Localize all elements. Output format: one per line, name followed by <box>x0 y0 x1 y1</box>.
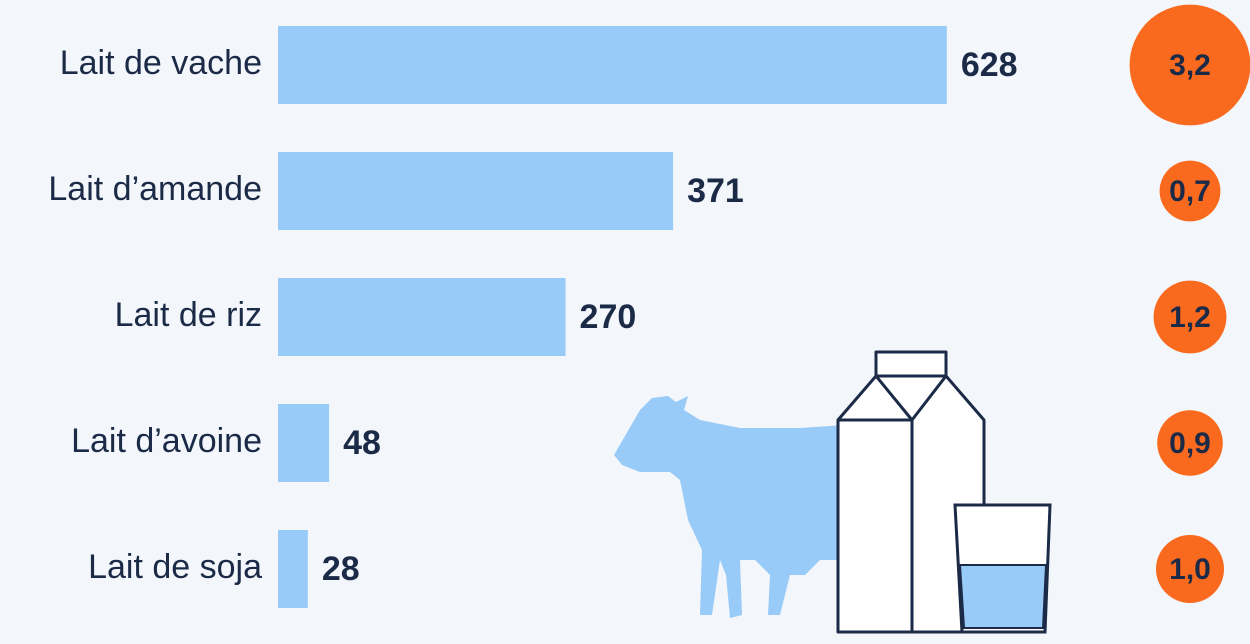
milk-carton <box>836 350 986 634</box>
category-label: Lait d’avoine <box>71 422 262 460</box>
bubble <box>1129 4 1250 126</box>
bubble-label: 0,7 <box>1169 175 1211 208</box>
bubble-label: 3,2 <box>1169 49 1211 82</box>
value-label: 371 <box>687 172 744 210</box>
category-label: Lait d’amande <box>48 170 262 208</box>
bubble-label: 1,2 <box>1169 301 1211 334</box>
bubble <box>1153 280 1227 354</box>
bubble-label: 1,0 <box>1169 553 1211 586</box>
value-label: 28 <box>322 550 360 588</box>
bubble <box>1159 160 1221 222</box>
value-label: 48 <box>343 424 381 462</box>
bar <box>278 404 330 482</box>
cow-silhouette <box>614 396 845 618</box>
value-label: 270 <box>580 298 637 336</box>
bubble-label: 0,9 <box>1169 427 1211 460</box>
bar <box>278 26 947 104</box>
bubble <box>1156 535 1224 603</box>
bar <box>278 530 308 608</box>
value-label: 628 <box>961 46 1018 84</box>
bubble <box>1157 410 1223 476</box>
category-label: Lait de vache <box>60 44 262 82</box>
bar <box>278 278 566 356</box>
illustration <box>614 350 1052 634</box>
glass-milk <box>958 564 1048 629</box>
category-label: Lait de soja <box>88 548 262 586</box>
category-label: Lait de riz <box>115 296 262 334</box>
bar <box>278 152 674 230</box>
